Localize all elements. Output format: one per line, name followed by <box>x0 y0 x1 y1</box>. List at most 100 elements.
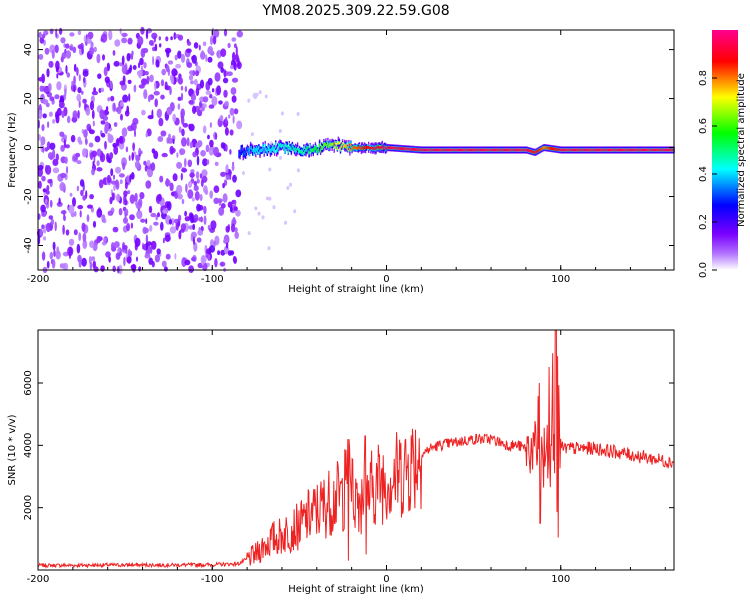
signal-core <box>270 148 273 152</box>
signal-core <box>370 146 372 150</box>
noise-speckle <box>81 90 84 95</box>
signal-core <box>280 143 282 147</box>
noise-speckle <box>235 209 241 217</box>
noise-speckle <box>104 76 110 84</box>
signal-core <box>368 145 370 149</box>
noise-speckle <box>82 98 87 104</box>
noise-speckle <box>164 234 171 242</box>
noise-speckle <box>189 70 194 75</box>
noise-speckle <box>126 105 130 114</box>
noise-speckle <box>219 115 224 122</box>
noise-speckle <box>105 251 111 258</box>
noise-speckle <box>134 237 141 247</box>
noise-speckle <box>130 122 137 131</box>
noise-speckle <box>230 223 236 233</box>
noise-speckle <box>70 134 76 143</box>
signal-core <box>393 146 395 150</box>
noise-speckle <box>77 110 80 119</box>
noise-speckle <box>180 85 184 91</box>
signal-core <box>238 152 240 156</box>
noise-speckle <box>94 135 101 143</box>
signal-core <box>433 148 436 152</box>
signal-core <box>252 148 254 152</box>
signal-core <box>420 148 422 152</box>
noise-speckle <box>147 95 151 103</box>
signal-core <box>449 148 451 152</box>
signal-core <box>261 148 263 152</box>
signal-core <box>454 148 457 152</box>
colorbar-tick-label: 0.0 <box>698 262 709 278</box>
noise-speckle <box>110 95 115 102</box>
signal-core <box>392 146 394 150</box>
signal-core <box>604 148 606 152</box>
noise-speckle <box>91 256 96 261</box>
noise-speckle <box>42 236 47 241</box>
signal-core <box>599 148 601 152</box>
signal-core <box>637 148 640 152</box>
noise-speckle <box>177 77 183 85</box>
signal-core <box>398 146 400 150</box>
signal-core <box>279 143 281 147</box>
colorbar-tick-label: 0.8 <box>698 70 709 86</box>
noise-speckle <box>87 31 94 40</box>
noise-speckle <box>192 197 195 202</box>
signal-core <box>363 146 366 150</box>
noise-speckle <box>143 160 147 166</box>
signal-core <box>551 147 553 151</box>
signal-core <box>517 148 519 152</box>
signal-core <box>601 148 603 152</box>
signal-core <box>652 148 654 152</box>
signal-core <box>257 149 259 152</box>
noise-speckle <box>207 77 213 86</box>
snr-y-ticks: 2000 4000 6000 <box>23 370 674 520</box>
noise-speckle <box>203 185 208 194</box>
noise-speckle <box>38 180 42 189</box>
noise-speckle <box>224 144 228 152</box>
signal-core <box>379 146 381 150</box>
signal-core <box>468 148 470 152</box>
signal-core <box>446 148 448 152</box>
noise-speckle <box>130 264 137 270</box>
signal-core <box>346 144 348 148</box>
noise-speckle <box>78 140 83 145</box>
noise-speckle <box>187 159 193 168</box>
signal-core <box>348 143 350 147</box>
noise-speckle <box>166 106 173 116</box>
noise-speckle <box>65 43 70 49</box>
signal-core <box>547 146 550 150</box>
noise-speckle <box>191 54 197 64</box>
noise-speckle <box>180 108 185 118</box>
noise-speckle <box>129 174 132 183</box>
noise-speckle <box>139 192 145 200</box>
signal-core <box>638 148 641 152</box>
noise-speckle <box>92 260 97 269</box>
noise-speckle <box>52 167 60 174</box>
noise-speckle <box>91 206 95 213</box>
x-tick-label: 0 <box>383 574 389 585</box>
colorbar-tick-label: 0.4 <box>698 166 709 182</box>
signal-core <box>641 148 644 152</box>
noise-speckle <box>141 78 148 86</box>
noise-speckle <box>43 30 49 36</box>
signal-core <box>578 148 580 152</box>
noise-speckle <box>234 227 238 233</box>
noise-speckle <box>104 140 107 150</box>
noise-speckle <box>77 30 82 36</box>
noise-speckle <box>82 70 89 77</box>
signal-core <box>487 148 489 152</box>
noise-speckle <box>142 226 148 235</box>
noise-speckle <box>252 93 256 98</box>
signal-core <box>422 148 424 152</box>
signal-core <box>628 148 630 152</box>
noise-speckle <box>242 171 245 176</box>
noise-speckle <box>160 130 167 137</box>
noise-speckle <box>196 237 202 243</box>
noise-speckle <box>52 241 56 251</box>
signal-core <box>383 145 386 149</box>
x-tick-label: -200 <box>27 574 50 585</box>
noise-speckle <box>115 252 121 260</box>
noise-speckle <box>99 109 105 120</box>
signal-core <box>602 148 604 152</box>
noise-speckle <box>195 87 200 96</box>
